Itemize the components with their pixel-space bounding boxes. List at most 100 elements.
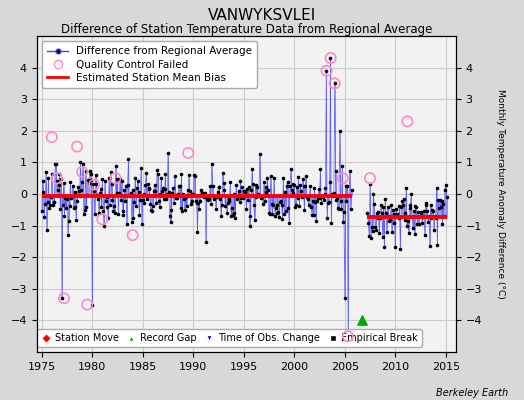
Point	[43, 198, 52, 205]
Point	[330, 190, 338, 196]
Point	[152, 200, 160, 206]
Point	[145, 186, 154, 192]
Point	[115, 190, 123, 196]
Point	[177, 171, 185, 177]
Point	[373, 210, 381, 216]
Point	[90, 181, 99, 188]
Point	[421, 202, 430, 208]
Point	[247, 187, 256, 194]
Point	[104, 215, 113, 222]
Point	[42, 227, 51, 233]
Point	[222, 192, 230, 199]
Point	[257, 195, 266, 201]
Point	[81, 168, 90, 174]
Point	[178, 208, 187, 214]
Point	[395, 203, 403, 209]
Point	[241, 188, 249, 195]
Point	[258, 194, 267, 200]
Point	[123, 182, 132, 189]
Point	[108, 197, 117, 203]
Point	[60, 213, 69, 219]
Point	[91, 211, 99, 218]
Point	[317, 200, 325, 206]
Point	[176, 183, 184, 189]
Point	[287, 166, 295, 172]
Point	[259, 201, 267, 207]
Point	[49, 202, 57, 208]
Point	[333, 195, 341, 202]
Point	[47, 194, 55, 200]
Point	[334, 205, 342, 212]
Point	[156, 204, 164, 210]
Point	[105, 174, 113, 181]
Point	[265, 210, 273, 216]
Point	[242, 206, 250, 213]
Point	[201, 190, 209, 196]
Point	[322, 68, 331, 74]
Point	[294, 174, 303, 180]
Point	[319, 194, 327, 200]
Point	[439, 201, 447, 207]
Point	[234, 192, 242, 198]
Point	[243, 186, 252, 192]
Point	[292, 184, 301, 190]
Point	[144, 181, 152, 187]
Point	[126, 192, 134, 198]
Point	[336, 198, 345, 204]
Point	[412, 204, 420, 211]
Point	[425, 213, 433, 219]
Point	[68, 192, 76, 199]
Point	[320, 196, 328, 203]
Point	[388, 229, 396, 235]
Point	[399, 202, 407, 208]
Point	[324, 200, 332, 206]
Point	[378, 234, 387, 240]
Point	[235, 198, 244, 205]
Point	[198, 193, 206, 199]
Point	[288, 190, 297, 196]
Point	[60, 295, 68, 302]
Point	[314, 195, 322, 202]
Point	[217, 202, 226, 208]
Point	[311, 198, 320, 205]
Point	[249, 180, 257, 187]
Point	[325, 179, 334, 186]
Point	[125, 193, 134, 199]
Point	[45, 205, 53, 211]
Point	[187, 201, 195, 208]
Point	[153, 167, 161, 173]
Point	[113, 176, 122, 182]
Point	[292, 202, 300, 208]
Point	[241, 189, 249, 195]
Point	[434, 197, 442, 203]
Point	[316, 166, 324, 172]
Point	[56, 206, 64, 212]
Point	[198, 190, 206, 196]
Point	[308, 212, 316, 218]
Point	[93, 192, 102, 198]
Point	[54, 182, 63, 188]
Point	[135, 212, 144, 218]
Point	[344, 333, 352, 339]
Point	[94, 196, 102, 202]
Point	[38, 178, 47, 184]
Point	[49, 199, 58, 205]
Point	[58, 295, 66, 302]
Point	[95, 190, 104, 196]
Point	[147, 206, 155, 213]
Point	[283, 179, 292, 185]
Point	[41, 201, 49, 207]
Point	[403, 118, 411, 124]
Point	[179, 191, 188, 198]
Point	[213, 194, 221, 200]
Point	[299, 183, 308, 189]
Point	[366, 175, 374, 182]
Point	[406, 204, 414, 211]
Point	[386, 216, 395, 223]
Point	[239, 195, 247, 202]
Point	[66, 202, 74, 209]
Point	[314, 186, 323, 192]
Point	[236, 178, 245, 184]
Point	[384, 203, 392, 210]
Point	[163, 190, 171, 197]
